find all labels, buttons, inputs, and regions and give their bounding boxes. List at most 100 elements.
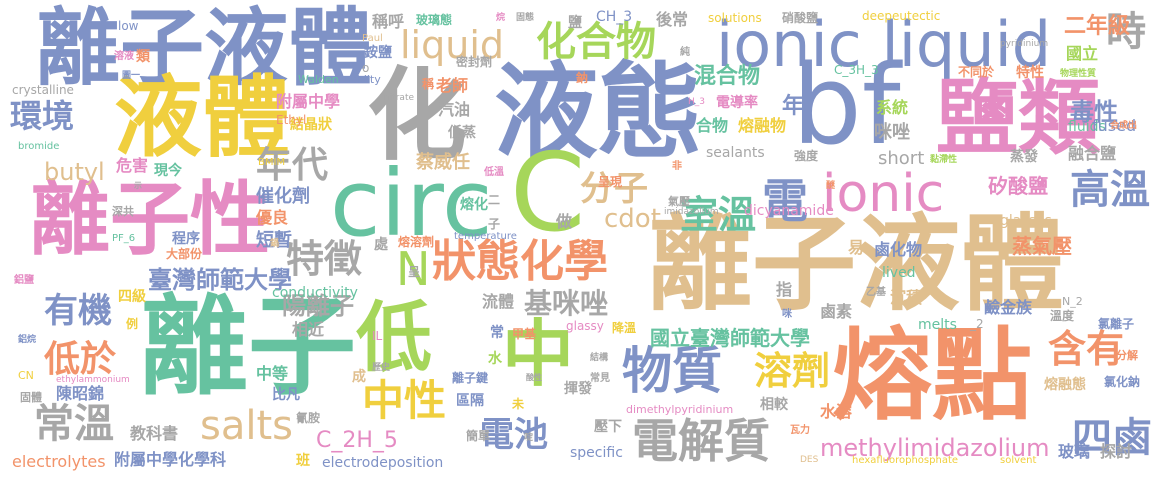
word: 物理性質 bbox=[1060, 69, 1097, 79]
word: 鍋 bbox=[270, 239, 280, 249]
word: 分解 bbox=[1116, 349, 1138, 362]
word: 圖一 bbox=[122, 71, 141, 81]
word: butyl bbox=[44, 158, 105, 186]
word: 後常 bbox=[656, 10, 689, 29]
word: imidazolium bbox=[664, 207, 719, 217]
word: 歷史 bbox=[372, 363, 391, 373]
word: 流體 bbox=[482, 292, 515, 311]
word: 水溶 bbox=[820, 402, 853, 421]
word: 深共 bbox=[112, 205, 134, 218]
word: 氣壓 bbox=[668, 195, 690, 208]
word: 溶液 bbox=[114, 51, 134, 62]
word: sealants bbox=[706, 145, 765, 161]
word: 含有 bbox=[1048, 327, 1125, 371]
word: CN bbox=[18, 369, 34, 382]
word: 溫度 bbox=[1050, 309, 1075, 323]
word: 非 bbox=[672, 161, 682, 172]
word: 強度 bbox=[794, 149, 819, 163]
word: 處 bbox=[374, 237, 388, 253]
word: 做 bbox=[556, 212, 573, 231]
word: IL bbox=[372, 329, 383, 343]
word: 附屬中學化學科 bbox=[114, 450, 227, 469]
word: 示 bbox=[134, 181, 142, 190]
word: 溶劑 bbox=[754, 349, 831, 393]
word: 蒸發 bbox=[1010, 149, 1038, 165]
word: 國立 bbox=[1066, 44, 1099, 63]
word: solutions bbox=[708, 11, 762, 25]
word: 鹽類 bbox=[936, 71, 1101, 166]
word: 分子 bbox=[580, 169, 648, 209]
word: 危害 bbox=[116, 156, 149, 175]
word: low bbox=[118, 19, 139, 33]
word: N_2 bbox=[1062, 295, 1083, 308]
word: melts bbox=[918, 317, 957, 333]
word: conductivity bbox=[272, 285, 358, 301]
word: 熔化 bbox=[460, 197, 488, 213]
word: 程序 bbox=[172, 231, 200, 247]
word: glassy bbox=[566, 319, 604, 333]
word: C_3H_3 bbox=[834, 63, 879, 77]
word: 四級 bbox=[118, 289, 146, 305]
word: 離子鍵 bbox=[452, 371, 489, 385]
word: 離子 bbox=[140, 285, 357, 410]
word: 固體 bbox=[20, 391, 42, 404]
word: salts bbox=[200, 403, 293, 449]
word: 化合物 bbox=[536, 19, 656, 65]
word: 矽酸鹽 bbox=[988, 174, 1048, 198]
word: 固態 bbox=[516, 13, 535, 23]
word: 中 bbox=[502, 312, 575, 396]
word: Paul bbox=[362, 33, 383, 44]
word: 瓦力 bbox=[790, 425, 810, 436]
word: 純 bbox=[680, 47, 690, 58]
word: bromide bbox=[18, 141, 60, 152]
word: o bbox=[362, 61, 370, 75]
word: 鹼金族 bbox=[984, 298, 1033, 317]
word: 黏滯性 bbox=[930, 155, 958, 165]
word: 未 bbox=[512, 397, 525, 411]
word: lived bbox=[882, 265, 916, 281]
word: electrolytes bbox=[12, 452, 106, 471]
word: 有機 bbox=[44, 291, 112, 331]
word: cdot bbox=[604, 204, 661, 234]
word: 熔點 bbox=[832, 317, 1032, 434]
word: 離子性 bbox=[30, 173, 270, 266]
word: short bbox=[878, 148, 925, 169]
word: methylimidazolium bbox=[820, 434, 1050, 462]
word: ethylammonium bbox=[56, 375, 130, 385]
word: 低溫 bbox=[484, 167, 504, 178]
word: 相較 bbox=[760, 397, 788, 413]
word: 電解質 bbox=[632, 414, 770, 468]
word: bf bbox=[792, 41, 901, 169]
word: PF_6 bbox=[112, 233, 136, 244]
word: 狀態化學 bbox=[432, 236, 608, 287]
word: 甲基 bbox=[512, 327, 537, 341]
word: ionic bbox=[822, 164, 945, 224]
word: 結構 bbox=[590, 353, 609, 363]
word: glasses bbox=[1000, 213, 1052, 229]
word: 液體 bbox=[114, 66, 291, 169]
word: 氯化鈉 bbox=[1104, 375, 1141, 389]
word: 年代 bbox=[256, 145, 329, 186]
word: CH_3 bbox=[596, 9, 633, 25]
word: dicyanamide bbox=[744, 203, 834, 219]
word: 鈉 bbox=[576, 71, 589, 85]
word: 融合鹽 bbox=[1068, 144, 1117, 163]
word: DES bbox=[800, 455, 819, 465]
word: 班 bbox=[296, 453, 310, 469]
word: 低蒸 bbox=[448, 125, 476, 141]
word: specific bbox=[570, 445, 623, 461]
word: 二 bbox=[488, 193, 501, 207]
word: 電導率 bbox=[716, 95, 758, 111]
word: 附屬中學 bbox=[276, 92, 341, 111]
word: 成 bbox=[352, 369, 366, 385]
word: 熔融態 bbox=[1044, 377, 1086, 393]
word: 例 bbox=[126, 317, 139, 331]
word: 教科書 bbox=[130, 424, 179, 443]
word: 化 bbox=[367, 57, 467, 174]
word: 呈現 bbox=[598, 175, 623, 189]
word: 臺灣師範大學 bbox=[148, 266, 292, 294]
word: 烷 bbox=[496, 13, 506, 23]
word: ionic liquid bbox=[716, 8, 1052, 81]
word: 催化劑 bbox=[256, 186, 310, 207]
